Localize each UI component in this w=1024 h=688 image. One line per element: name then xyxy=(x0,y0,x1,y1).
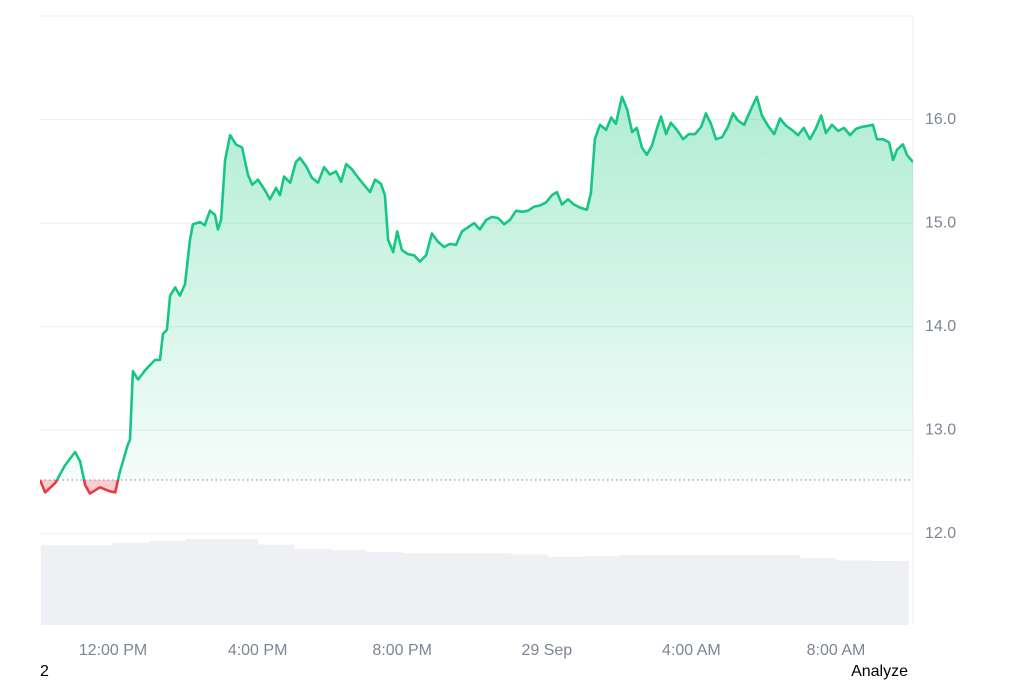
y-tick-label: 13.0 xyxy=(925,422,956,439)
volume-bar xyxy=(257,544,295,625)
volume-bar xyxy=(836,560,873,625)
volume-bar xyxy=(40,545,78,625)
volume-bar xyxy=(76,545,114,625)
volume-bar xyxy=(655,554,692,625)
x-tick-label: 4:00 PM xyxy=(228,642,288,659)
volume-bar xyxy=(546,556,584,625)
volume-bar xyxy=(510,554,548,625)
volume-bar xyxy=(872,561,909,625)
y-tick-label: 16.0 xyxy=(925,111,956,128)
price-area xyxy=(40,96,913,494)
y-tick-label: 14.0 xyxy=(925,318,956,335)
volume-bar xyxy=(366,551,403,625)
volume-bar xyxy=(474,553,512,625)
footer-left: 2 xyxy=(40,663,49,680)
x-tick-label: 8:00 PM xyxy=(372,642,432,659)
y-tick-label: 12.0 xyxy=(925,525,956,542)
price-line xyxy=(40,95,913,495)
volume-bar xyxy=(582,556,620,625)
volume-bar xyxy=(799,558,837,625)
volume-bar xyxy=(113,542,150,625)
volume-bar xyxy=(763,554,801,625)
x-tick-label: 8:00 AM xyxy=(807,642,866,659)
volume-bar xyxy=(402,553,439,625)
volume-bar xyxy=(329,550,367,625)
volume-bar xyxy=(438,553,476,625)
volume-bar xyxy=(619,554,656,625)
x-tick-label: 12:00 PM xyxy=(79,642,147,659)
volume-bar xyxy=(727,554,765,625)
volume-bar xyxy=(691,554,729,625)
volume-bar xyxy=(293,548,331,625)
x-tick-label: 29 Sep xyxy=(521,642,572,659)
volume-bar xyxy=(149,540,186,625)
volume-bar xyxy=(185,539,222,625)
x-tick-label: 4:00 AM xyxy=(662,642,721,659)
y-tick-label: 15.0 xyxy=(925,214,956,231)
volume-bar xyxy=(221,539,259,625)
footer-right[interactable]: Analyze xyxy=(851,663,908,680)
